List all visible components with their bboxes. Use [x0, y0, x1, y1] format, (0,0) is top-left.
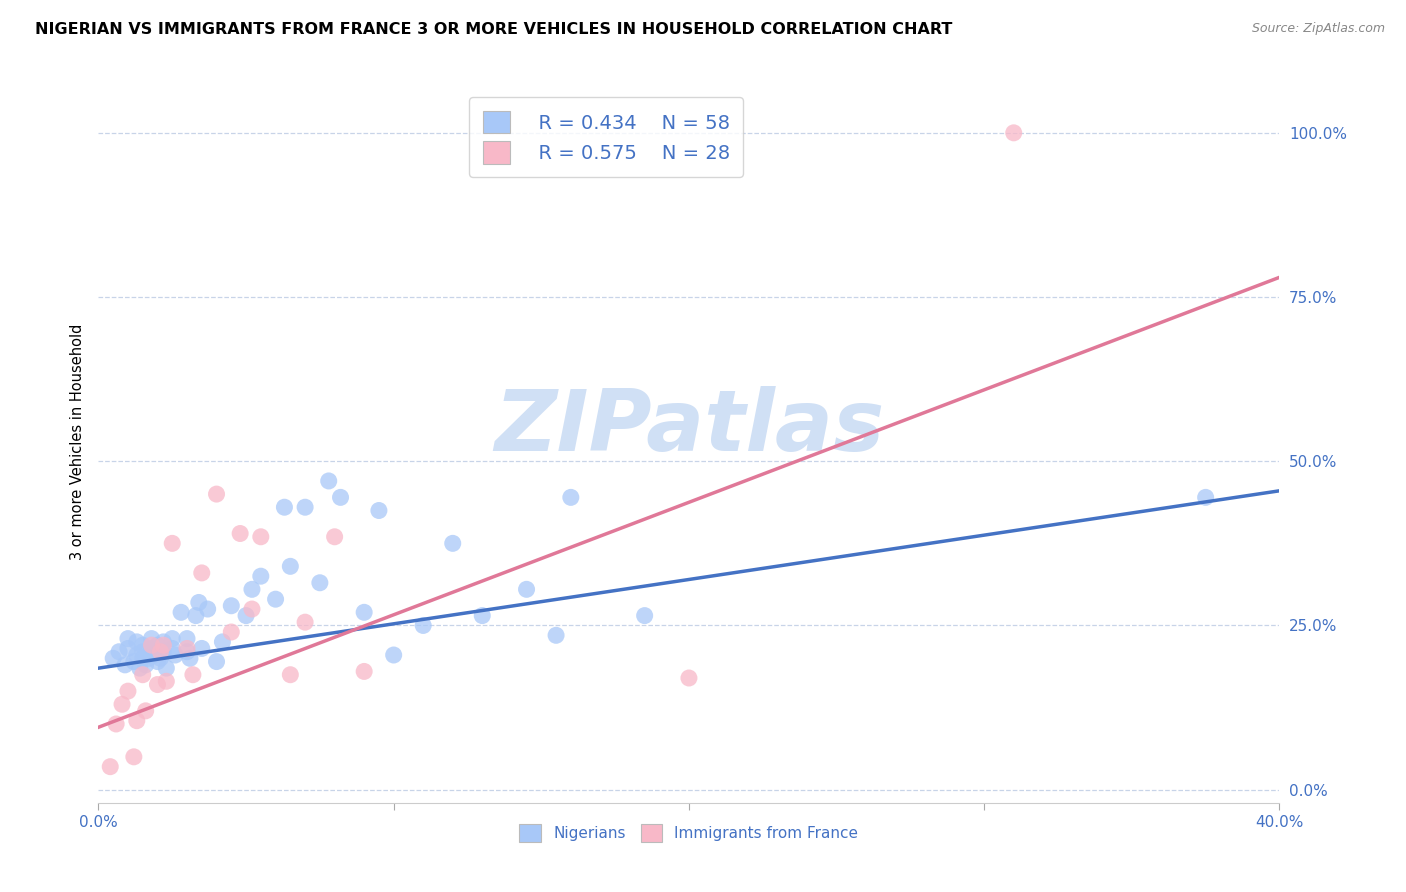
Point: [250, 569, 273, 583]
Legend: Nigerians, Immigrants from France: Nigerians, Immigrants from France: [512, 816, 866, 849]
Point: [546, 628, 568, 642]
Point: [117, 632, 139, 646]
Point: [170, 605, 193, 619]
Point: [181, 667, 204, 681]
Text: NIGERIAN VS IMMIGRANTS FROM FRANCE 3 OR MORE VEHICLES IN HOUSEHOLD CORRELATION C: NIGERIAN VS IMMIGRANTS FROM FRANCE 3 OR …: [35, 22, 952, 37]
Y-axis label: 3 or more Vehicles in Household: 3 or more Vehicles in Household: [69, 324, 84, 559]
Point: [235, 608, 257, 623]
Point: [152, 638, 174, 652]
Point: [122, 655, 145, 669]
Point: [318, 474, 340, 488]
Point: [146, 655, 169, 669]
Point: [132, 645, 155, 659]
Point: [103, 651, 125, 665]
Point: [353, 665, 375, 679]
Point: [229, 526, 252, 541]
Point: [560, 491, 582, 505]
Text: ZIPatlas: ZIPatlas: [494, 385, 884, 468]
Point: [191, 641, 214, 656]
Point: [264, 592, 287, 607]
Point: [132, 667, 155, 681]
Point: [135, 704, 157, 718]
Point: [205, 487, 228, 501]
Point: [368, 503, 391, 517]
Point: [111, 698, 134, 712]
Point: [117, 684, 139, 698]
Point: [221, 625, 243, 640]
Point: [184, 608, 207, 623]
Point: [273, 500, 295, 515]
Point: [117, 641, 139, 656]
Point: [294, 500, 316, 515]
Point: [412, 618, 434, 632]
Point: [441, 536, 464, 550]
Point: [323, 530, 346, 544]
Point: [165, 648, 187, 662]
Point: [353, 605, 375, 619]
Point: [155, 661, 177, 675]
Point: [149, 645, 172, 659]
Point: [125, 648, 148, 662]
Point: [152, 645, 174, 659]
Point: [149, 651, 172, 665]
Point: [162, 632, 183, 646]
Point: [280, 667, 302, 681]
Point: [179, 651, 201, 665]
Point: [205, 655, 228, 669]
Point: [105, 717, 128, 731]
Point: [141, 641, 163, 656]
Point: [152, 635, 174, 649]
Point: [108, 645, 131, 659]
Point: [294, 615, 316, 630]
Point: [280, 559, 302, 574]
Point: [146, 677, 169, 691]
Point: [132, 651, 155, 665]
Point: [187, 595, 209, 609]
Point: [162, 536, 183, 550]
Point: [240, 582, 263, 597]
Point: [138, 651, 160, 665]
Point: [250, 530, 273, 544]
Point: [162, 641, 183, 656]
Point: [221, 599, 243, 613]
Point: [141, 638, 163, 652]
Point: [309, 575, 332, 590]
Point: [132, 638, 155, 652]
Point: [125, 714, 148, 728]
Point: [211, 635, 233, 649]
Point: [1195, 491, 1218, 505]
Point: [125, 635, 148, 649]
Point: [634, 608, 657, 623]
Point: [98, 760, 121, 774]
Point: [141, 632, 163, 646]
Point: [197, 602, 219, 616]
Point: [114, 657, 136, 672]
Text: Source: ZipAtlas.com: Source: ZipAtlas.com: [1251, 22, 1385, 36]
Point: [240, 602, 263, 616]
Point: [1002, 126, 1025, 140]
Point: [471, 608, 494, 623]
Point: [191, 566, 214, 580]
Point: [122, 749, 145, 764]
Point: [143, 648, 166, 662]
Point: [678, 671, 700, 685]
Point: [176, 632, 198, 646]
Point: [155, 674, 177, 689]
Point: [516, 582, 538, 597]
Point: [382, 648, 405, 662]
Point: [329, 491, 352, 505]
Point: [176, 641, 198, 656]
Point: [128, 661, 150, 675]
Point: [135, 657, 157, 672]
Point: [146, 638, 169, 652]
Point: [176, 645, 198, 659]
